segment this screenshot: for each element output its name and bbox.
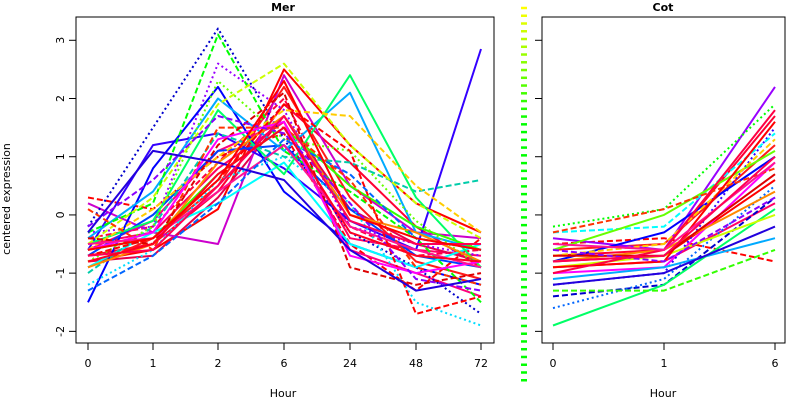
cot-series-line-16 xyxy=(552,150,776,251)
cot-series-line-27 xyxy=(552,155,776,263)
mer-y-tick-label-3: 1 xyxy=(54,153,67,160)
mer-panel-title: Mer xyxy=(271,1,295,14)
mer-x-tick-label-4: 24 xyxy=(343,357,357,370)
mer-axes: 0 1 2 6 24 48 72 -2 -1 0 1 2 3 xyxy=(54,37,488,370)
mer-y-tick-label-4: 2 xyxy=(54,95,67,102)
mer-series-line-7 xyxy=(87,120,482,298)
cot-x-tick-label-0: 0 xyxy=(550,357,557,370)
mer-plot-frame xyxy=(75,16,495,344)
cot-series-line-26 xyxy=(552,225,776,286)
y-axis-label: centered expression xyxy=(0,143,13,255)
mer-series-line-23 xyxy=(87,109,482,251)
cot-plot-frame xyxy=(541,16,786,344)
mer-x-tick-label-3: 6 xyxy=(281,357,288,370)
cot-series-line-15 xyxy=(553,248,776,292)
cot-series-line-24 xyxy=(552,161,776,251)
cot-series-line-20 xyxy=(552,167,776,234)
mer-series-line-33 xyxy=(87,115,481,257)
color-legend-strip xyxy=(521,6,527,382)
mer-series-line-21 xyxy=(87,80,482,269)
cot-series-line-13 xyxy=(552,208,776,327)
mer-y-tick-label-2: 0 xyxy=(54,211,67,218)
cot-panel-title: Cot xyxy=(653,1,674,14)
mer-series-line-17 xyxy=(87,132,482,274)
mer-series-lines xyxy=(87,27,482,327)
cot-axes: 0 1 6 xyxy=(535,39,779,370)
cot-x-tick-label-1: 1 xyxy=(661,357,668,370)
mer-y-tick-label-0: -2 xyxy=(54,326,67,337)
mer-series-line-9 xyxy=(87,62,482,257)
cot-series-line-11 xyxy=(552,237,776,280)
mer-x-tick-label-1: 1 xyxy=(150,357,157,370)
cot-series-line-18 xyxy=(552,138,776,257)
cot-x-axis-label: Hour xyxy=(650,387,677,400)
mer-y-tick-label-5: 3 xyxy=(54,37,67,44)
mer-series-line-34 xyxy=(87,126,482,263)
mer-x-tick-label-2: 2 xyxy=(215,357,222,370)
mer-series-line-28 xyxy=(87,120,482,275)
mer-x-tick-label-0: 0 xyxy=(85,357,92,370)
mer-x-tick-label-5: 48 xyxy=(409,357,423,370)
cot-series-lines xyxy=(552,86,776,327)
cot-series-line-12 xyxy=(552,132,776,234)
mer-x-axis-label: Hour xyxy=(270,387,297,400)
mer-series-line-30 xyxy=(87,115,482,292)
cot-x-tick-label-2: 6 xyxy=(772,357,779,370)
cot-series-line-25 xyxy=(552,196,776,263)
mer-x-tick-label-6: 72 xyxy=(474,357,488,370)
mer-y-tick-label-1: -1 xyxy=(54,268,67,279)
mer-series-line-32 xyxy=(87,149,482,292)
cot-series-line-10 xyxy=(552,185,776,310)
mer-series-line-22 xyxy=(87,62,482,245)
mer-series-line-35 xyxy=(87,80,482,251)
mer-series-line-18 xyxy=(87,74,482,268)
mer-series-line-11 xyxy=(87,85,482,303)
